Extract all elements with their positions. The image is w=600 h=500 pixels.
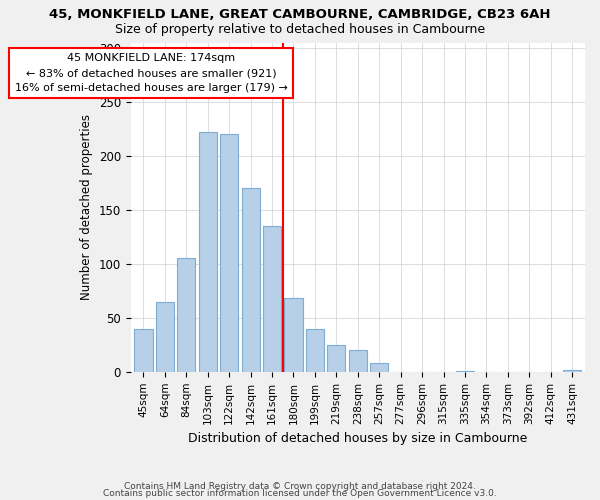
Bar [306, 328, 324, 372]
Bar [177, 258, 196, 372]
Bar [349, 350, 367, 372]
Y-axis label: Number of detached properties: Number of detached properties [80, 114, 93, 300]
Bar [134, 328, 152, 372]
Bar [327, 345, 346, 372]
Text: Size of property relative to detached houses in Cambourne: Size of property relative to detached ho… [115, 22, 485, 36]
Bar [263, 226, 281, 372]
Text: 45 MONKFIELD LANE: 174sqm
← 83% of detached houses are smaller (921)
16% of semi: 45 MONKFIELD LANE: 174sqm ← 83% of detac… [14, 54, 287, 93]
Bar [456, 370, 474, 372]
Text: Contains HM Land Registry data © Crown copyright and database right 2024.: Contains HM Land Registry data © Crown c… [124, 482, 476, 491]
Text: 45, MONKFIELD LANE, GREAT CAMBOURNE, CAMBRIDGE, CB23 6AH: 45, MONKFIELD LANE, GREAT CAMBOURNE, CAM… [49, 8, 551, 20]
Bar [563, 370, 581, 372]
Bar [220, 134, 238, 372]
Bar [199, 132, 217, 372]
Bar [242, 188, 260, 372]
Bar [370, 363, 388, 372]
Bar [284, 298, 302, 372]
Bar [156, 302, 174, 372]
Text: Contains public sector information licensed under the Open Government Licence v3: Contains public sector information licen… [103, 489, 497, 498]
X-axis label: Distribution of detached houses by size in Cambourne: Distribution of detached houses by size … [188, 432, 527, 445]
